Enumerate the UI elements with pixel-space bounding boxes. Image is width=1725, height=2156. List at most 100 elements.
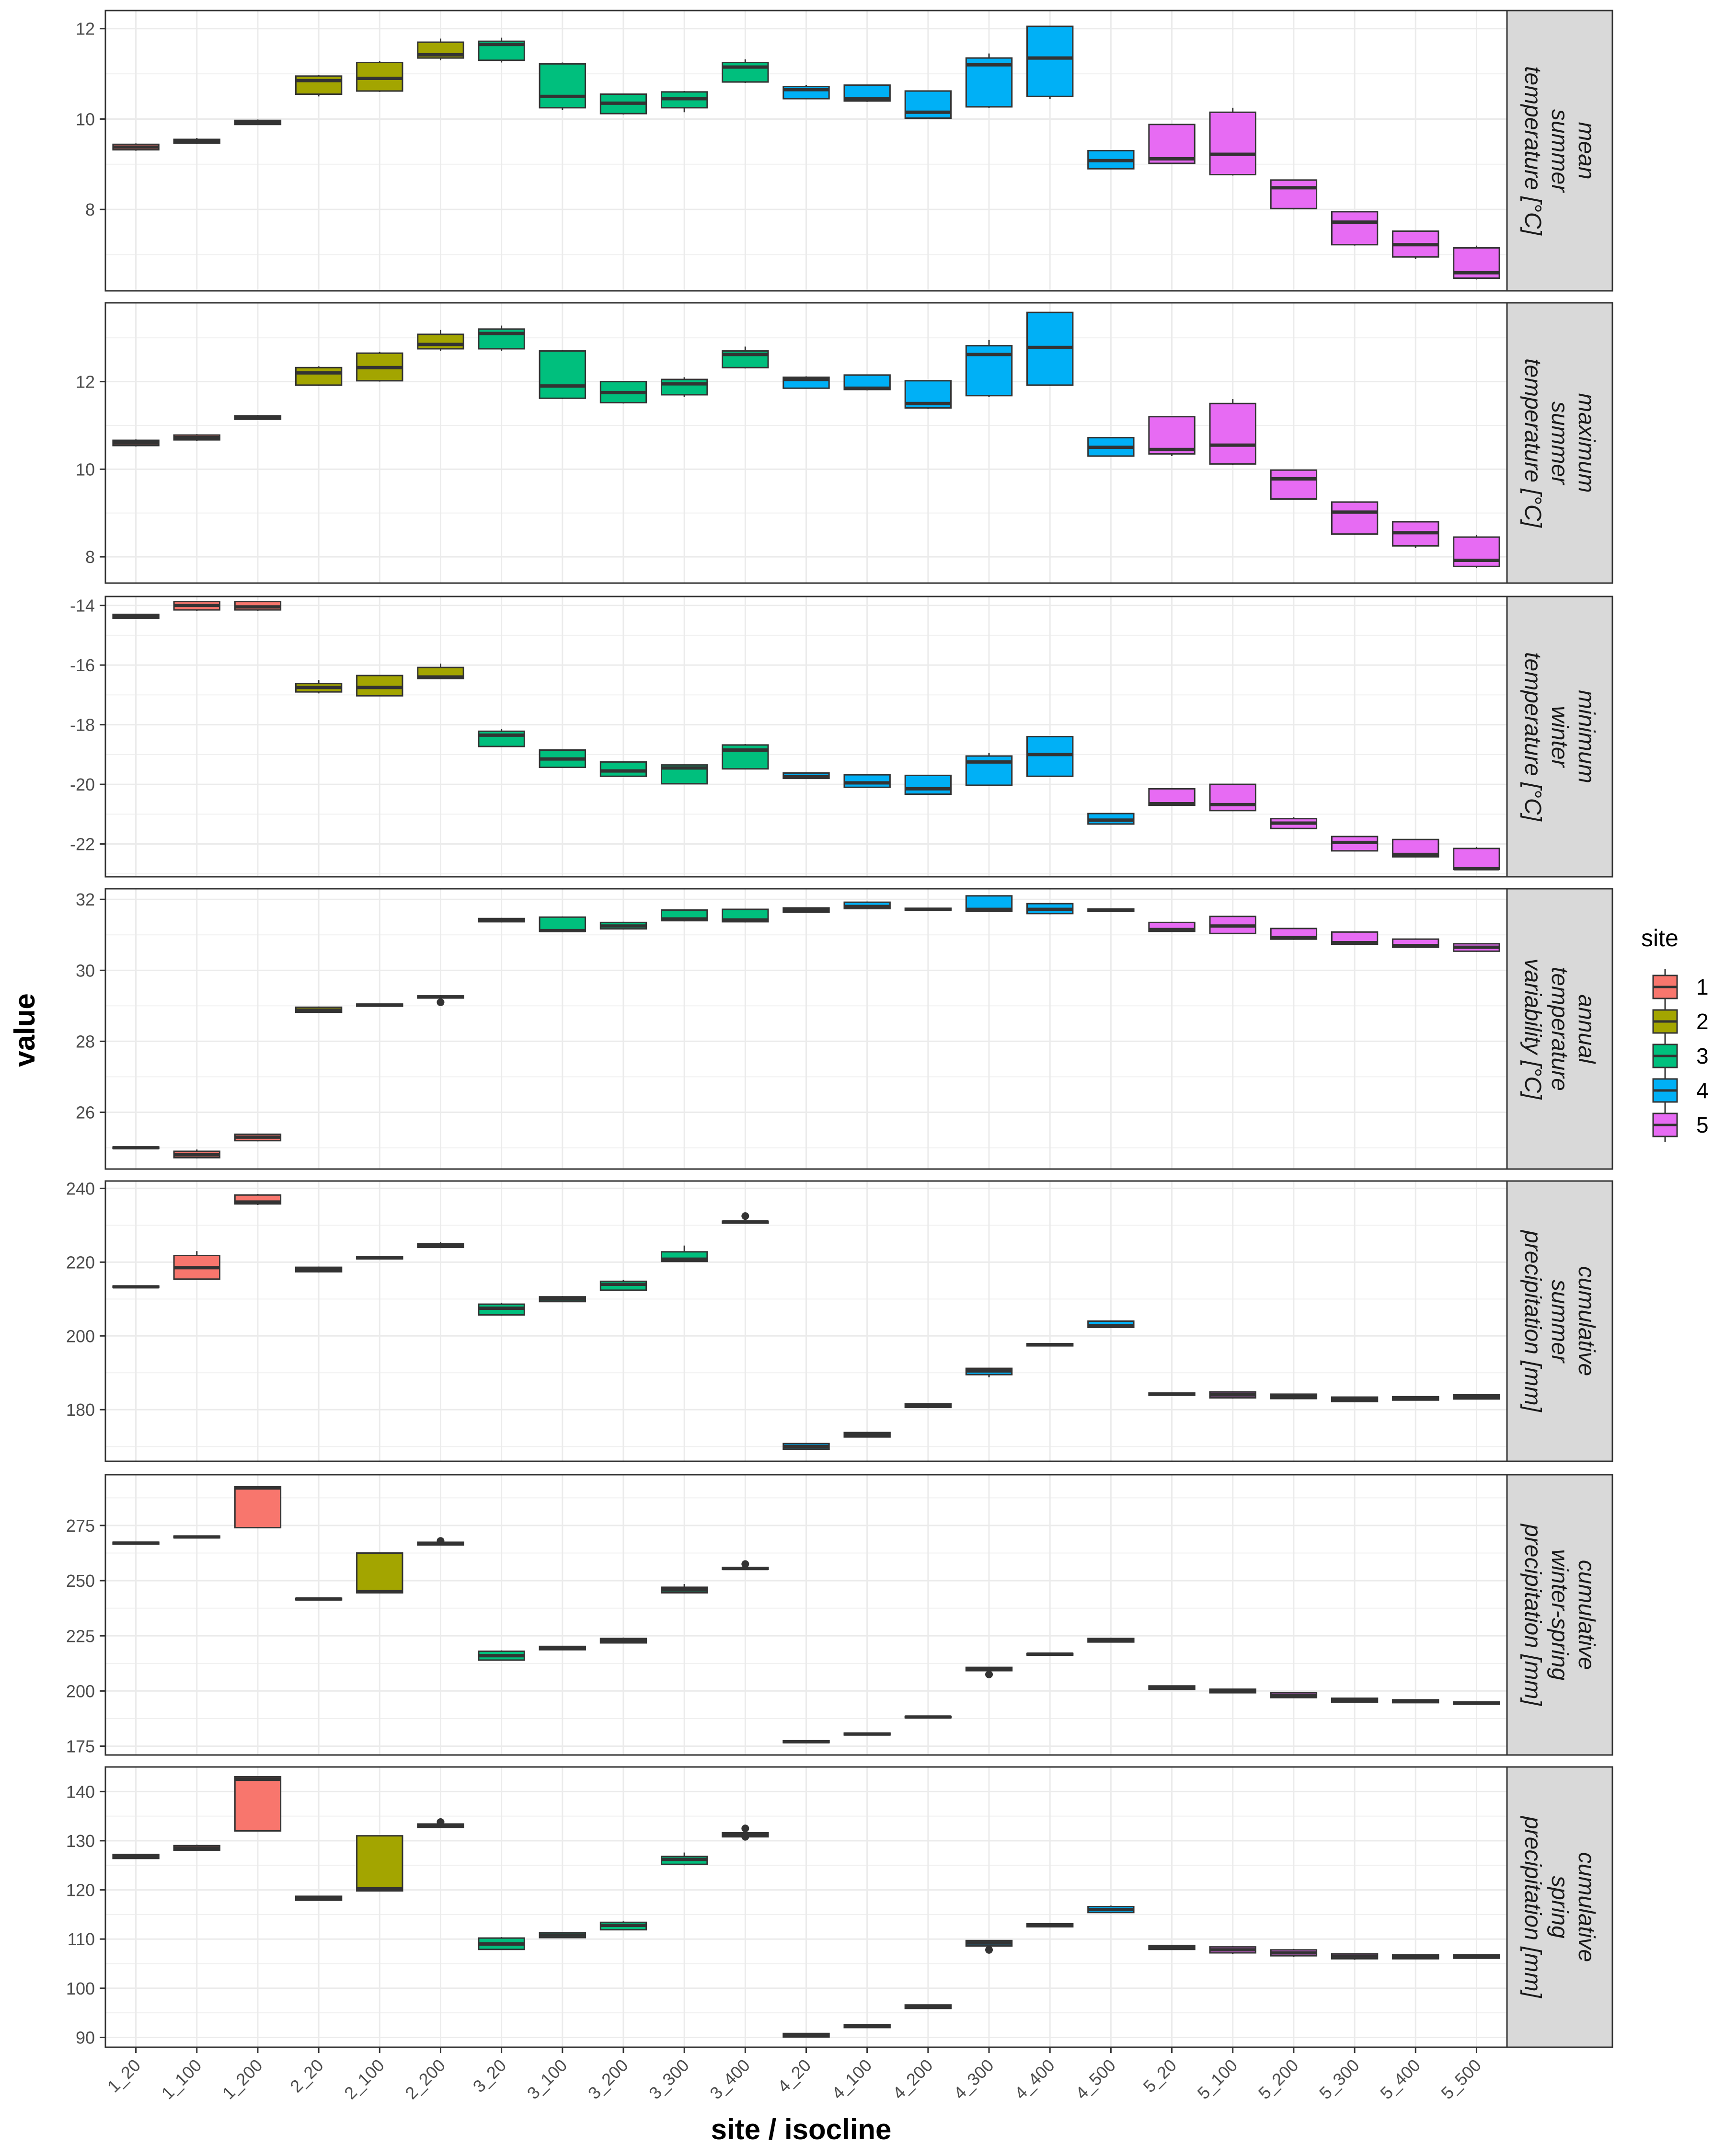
box-body [356, 1552, 403, 1594]
box-3_300 [660, 764, 708, 785]
box-3_300 [660, 91, 708, 113]
y-tick-label: 8 [85, 547, 95, 567]
box-2_20 [295, 366, 343, 386]
box-body [1026, 25, 1074, 97]
legend-label: 3 [1696, 1044, 1709, 1068]
box-3_200 [599, 761, 647, 777]
box-1_200 [234, 1193, 282, 1205]
box-4_500 [1087, 1638, 1135, 1643]
box-3_200 [599, 93, 647, 115]
box-body [1331, 501, 1379, 535]
box-5_200 [1270, 1949, 1318, 1957]
box-4_100 [843, 84, 891, 102]
box-body [356, 1835, 403, 1892]
box-4_100 [843, 2024, 891, 2029]
box-4_200 [904, 380, 952, 409]
box-5_20 [1148, 1685, 1196, 1690]
strip-label-line: minimum [1574, 690, 1599, 783]
panel-strip-label: cumulativewinter-springprecipitation [mm… [1520, 1523, 1599, 1706]
y-tick-label: 28 [76, 1032, 95, 1051]
box-1_200 [234, 1486, 282, 1529]
y-tick-label: -20 [70, 775, 95, 794]
y-tick-label: 120 [66, 1881, 95, 1900]
outlier-point [741, 1560, 749, 1568]
box-3_300 [660, 1584, 708, 1594]
box-5_100 [1209, 783, 1256, 812]
box-1_200 [234, 1133, 282, 1142]
box-body [1453, 848, 1500, 870]
strip-label-line: winter-spring [1547, 1549, 1572, 1681]
box-4_200 [904, 90, 952, 119]
box-4_300 [965, 1939, 1013, 1947]
box-5_200 [1270, 469, 1318, 500]
box-5_500 [1453, 1701, 1500, 1705]
box-5_300 [1331, 1953, 1379, 1960]
box-2_200 [417, 995, 464, 999]
box-3_100 [539, 749, 586, 768]
y-tick-label: 10 [76, 459, 95, 479]
box-5_500 [1453, 847, 1500, 871]
strip-label-line: variability [°C] [1520, 959, 1545, 1101]
box-5_500 [1453, 943, 1500, 952]
box-1_200 [234, 1776, 282, 1832]
box-5_20 [1148, 1392, 1196, 1396]
panel-strip-label: minimumwintertemperature [°C] [1520, 652, 1599, 822]
panel-4: 26 28 30 32 annualtemperaturevariability [°C… [76, 888, 1613, 1170]
panel-strip-label: cumulativespringprecipitation [mm] [1520, 1815, 1599, 1998]
strip-label-line: annual [1574, 994, 1599, 1064]
box-4_20 [782, 1443, 830, 1450]
box-5_100 [1209, 1688, 1256, 1694]
box-2_20 [295, 74, 343, 97]
box-2_20 [295, 680, 343, 694]
box-5_500 [1453, 1954, 1500, 1959]
box-3_200 [599, 1280, 647, 1291]
box-1_20 [112, 1285, 160, 1289]
box-5_400 [1392, 521, 1439, 548]
legend-entry-3: 3 [1652, 1038, 1709, 1073]
y-tick-label: 200 [66, 1326, 95, 1346]
box-1_200 [234, 119, 282, 126]
y-tick-label: 32 [76, 890, 95, 909]
strip-label-line: cumulative [1574, 1852, 1599, 1962]
box-body [1148, 416, 1196, 455]
box-1_100 [173, 601, 220, 611]
box-5_100 [1209, 1946, 1256, 1954]
legend: site 1 2 3 4 5 [1641, 925, 1709, 1142]
box-2_100 [356, 352, 403, 382]
strip-label-line: winter [1547, 706, 1572, 768]
panel-strip [1506, 1766, 1613, 2048]
strip-label-line: maximum [1574, 393, 1599, 493]
box-5_20 [1148, 124, 1196, 164]
box-3_100 [539, 1296, 586, 1303]
box-3_400 [722, 744, 769, 770]
strip-label-line: spring [1547, 1876, 1572, 1938]
box-body [1026, 736, 1074, 777]
box-body [1331, 211, 1379, 246]
box-4_300 [965, 53, 1013, 108]
box-5_100 [1209, 1391, 1256, 1399]
box-5_300 [1331, 1697, 1379, 1703]
panel-strip-label: annualtemperaturevariability [°C] [1520, 959, 1599, 1101]
box-3_20 [478, 1650, 525, 1661]
strip-label-line: summer [1547, 401, 1572, 485]
box-2_100 [356, 1835, 403, 1892]
box-body [1209, 402, 1256, 465]
strip-label-line: temperature [°C] [1520, 66, 1545, 236]
y-tick-label: -22 [70, 835, 95, 854]
strip-label-line: temperature [1547, 967, 1572, 1091]
box-1_20 [112, 613, 160, 619]
box-3_400 [722, 346, 769, 369]
box-4_100 [843, 774, 891, 788]
panel-3: -22 -20 -18 -16 -14 minimumwintertemperature … [70, 596, 1613, 878]
box-4_20 [782, 2032, 830, 2038]
box-3_100 [539, 1932, 586, 1938]
box-4_100 [843, 1732, 891, 1736]
box-5_500 [1453, 1394, 1500, 1400]
box-4_20 [782, 376, 830, 389]
box-3_100 [539, 62, 586, 110]
y-tick-label: -16 [70, 655, 95, 675]
y-tick-label: 225 [66, 1626, 95, 1646]
box-5_200 [1270, 817, 1318, 829]
